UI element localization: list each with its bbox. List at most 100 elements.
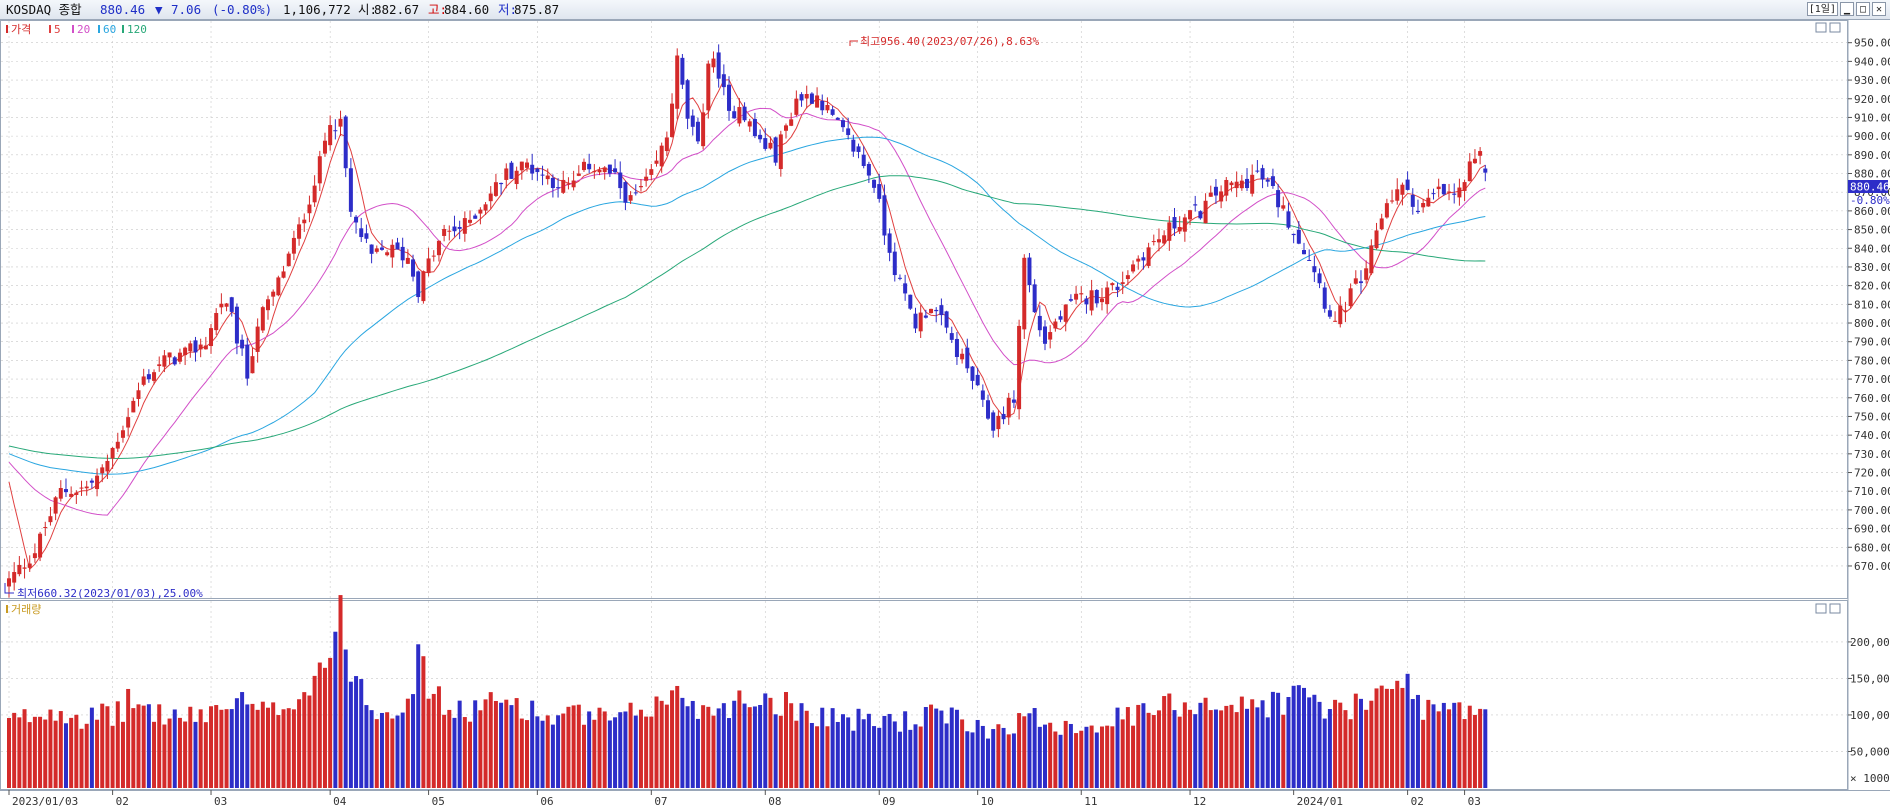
candle-body — [416, 271, 421, 298]
candle-body — [1447, 191, 1452, 193]
candle-body — [395, 242, 400, 250]
low-value: 875.87 — [514, 2, 560, 17]
candle-body — [302, 219, 307, 224]
volume-panel-close-icon[interactable] — [1829, 603, 1841, 614]
legend-ma5[interactable]: 5 — [54, 23, 61, 36]
volume-bar — [69, 717, 74, 788]
candle-body — [447, 230, 452, 232]
legend-ma120[interactable]: 120 — [127, 23, 147, 36]
candle-body — [317, 156, 322, 184]
candle-body — [1462, 182, 1467, 191]
candle-body — [613, 168, 618, 173]
volume-bar — [276, 715, 281, 788]
candle-body — [1011, 399, 1016, 403]
volume-bar — [1079, 730, 1084, 788]
volume-bar — [654, 696, 659, 788]
volume-bar — [234, 698, 239, 788]
candle-body — [488, 193, 493, 202]
volume-bar — [1125, 707, 1130, 788]
window-controls: [1일] ▁ □ ✕ — [1806, 2, 1886, 16]
candle-body — [131, 400, 136, 413]
price-tick-label: 730.00 — [1854, 448, 1890, 461]
period-button[interactable]: [1일] — [1806, 2, 1838, 16]
index-title[interactable]: KOSDAQ 종합 — [6, 2, 82, 17]
legend-ma20[interactable]: 20 — [77, 23, 90, 36]
close-icon[interactable]: ✕ — [1872, 2, 1886, 16]
legend-ma60[interactable]: 60 — [103, 23, 116, 36]
volume-bar — [892, 721, 897, 788]
volume-bar — [250, 703, 255, 788]
volume-bar — [390, 718, 395, 788]
volume-bar — [799, 703, 804, 788]
candle-body — [1265, 179, 1270, 182]
volume-bar — [659, 700, 664, 788]
candle-body — [322, 140, 327, 154]
candle-body — [483, 204, 488, 211]
candle-body — [1379, 218, 1384, 230]
candle-body — [291, 237, 296, 254]
volume-value: 1,106,772 — [283, 2, 351, 17]
volume-bar — [421, 656, 426, 788]
candle-body — [1457, 187, 1462, 198]
date-tick-label: 2023/01/03 — [12, 795, 78, 808]
legend-volume[interactable]: 거래량 — [11, 603, 41, 616]
candle-body — [1467, 161, 1472, 182]
volume-bar — [17, 717, 22, 788]
volume-bar — [162, 724, 167, 788]
volume-bar — [970, 732, 975, 788]
volume-bar — [411, 694, 416, 788]
candle-body — [1037, 315, 1042, 331]
candle-body — [374, 248, 379, 252]
price-tick-label: 840.00 — [1854, 242, 1890, 255]
volume-bar — [473, 700, 478, 788]
volume-bar — [1213, 709, 1218, 788]
candle-body — [820, 100, 825, 111]
candle-body — [1302, 250, 1306, 255]
candle-body — [773, 137, 778, 163]
candle-body — [63, 489, 68, 493]
volume-bar — [224, 709, 229, 788]
price-tick-label: 740.00 — [1854, 429, 1890, 442]
candle-body — [426, 258, 431, 274]
maximize-icon[interactable]: □ — [1856, 2, 1870, 16]
candle-body — [908, 294, 913, 309]
candle-body — [732, 111, 737, 119]
legend-ma60-swatch — [98, 25, 100, 33]
volume-bar — [768, 697, 773, 788]
volume-bar — [1068, 723, 1073, 788]
volume-bar — [670, 690, 675, 788]
volume-bar — [1457, 702, 1462, 788]
candle-body — [255, 326, 260, 352]
volume-bar — [996, 724, 1001, 788]
volume-bar — [131, 708, 136, 788]
stock-chart[interactable]: 670.00 680.00 690.00 700.00 710.00 720.00 730.… — [0, 20, 1890, 810]
candle-body — [1167, 222, 1172, 241]
volume-bar — [680, 697, 685, 788]
volume-panel-minimize-icon[interactable] — [1815, 603, 1827, 614]
candle-body — [281, 271, 286, 278]
candle-body — [918, 312, 923, 332]
volume-bar — [1395, 680, 1400, 788]
volume-bar — [322, 667, 327, 788]
candle-body — [105, 460, 110, 472]
candle-body — [1327, 310, 1332, 317]
volume-bar — [908, 729, 913, 788]
panel-minimize-icon[interactable] — [1815, 22, 1827, 33]
volume-bar — [1281, 714, 1286, 788]
candle-body — [245, 344, 250, 379]
volume-bar — [1234, 712, 1239, 788]
candle-body — [913, 313, 918, 329]
volume-bar — [1229, 704, 1234, 788]
volume-bar — [1084, 726, 1089, 788]
candle-body — [550, 177, 555, 189]
panel-close-icon[interactable] — [1829, 22, 1841, 33]
minimize-icon[interactable]: ▁ — [1840, 2, 1854, 16]
header-bar: KOSDAQ 종합 880.46 ▼ 7.06 (-0.80%) 1,106,7… — [0, 0, 1890, 20]
legend-price[interactable]: 가격 — [11, 23, 31, 36]
candle-body — [84, 486, 89, 489]
candle-body — [504, 168, 509, 180]
candle-body — [120, 430, 125, 438]
volume-bar — [58, 711, 63, 788]
open-label: 시: — [358, 2, 378, 17]
volume-bar — [866, 713, 871, 788]
